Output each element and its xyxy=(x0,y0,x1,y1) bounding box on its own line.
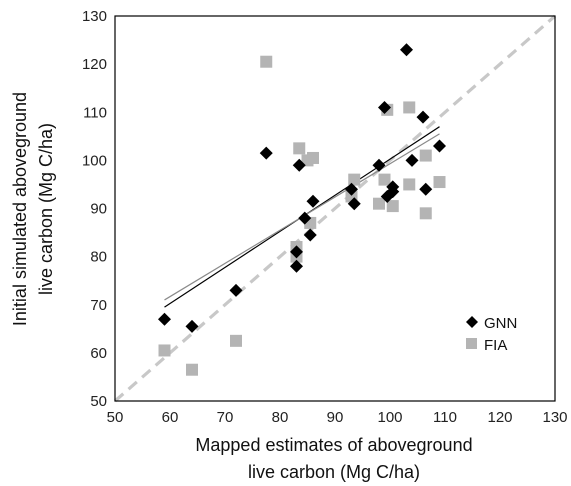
data-point-fia xyxy=(230,334,242,347)
data-point-gnn xyxy=(345,182,358,196)
data-point-fia xyxy=(419,149,432,162)
x-tick-label: 130 xyxy=(542,409,567,426)
data-point-fia xyxy=(378,173,391,186)
data-point-fia xyxy=(260,55,273,68)
data-points-layer xyxy=(158,43,446,376)
data-point-gnn xyxy=(433,139,446,153)
x-tick-label: 80 xyxy=(272,409,289,426)
data-point-fia xyxy=(419,207,432,220)
data-point-fia xyxy=(348,173,361,186)
data-point-gnn xyxy=(298,211,312,225)
y-tick-label: 70 xyxy=(90,297,107,314)
data-point-gnn xyxy=(400,43,413,57)
y-tick-label: 90 xyxy=(90,201,107,218)
data-point-fia xyxy=(403,178,416,191)
y-axis-title-line-2: live carbon (Mg C/ha) xyxy=(36,123,56,295)
data-point-gnn xyxy=(292,158,306,172)
legend-fia-label: FIA xyxy=(484,337,507,354)
x-tick-label: 60 xyxy=(162,409,179,426)
reference-line-layer xyxy=(113,14,557,403)
data-point-fia xyxy=(373,197,385,210)
data-point-gnn xyxy=(405,153,419,167)
legend-gnn-marker xyxy=(466,316,478,328)
x-tick-label: 120 xyxy=(487,409,512,426)
x-tick-label: 90 xyxy=(327,409,344,426)
y-tick-label: 50 xyxy=(90,393,107,410)
data-point-gnn xyxy=(303,228,317,242)
data-point-gnn xyxy=(419,182,433,196)
data-point-fia xyxy=(293,142,306,155)
x-tick-label: 100 xyxy=(377,409,402,426)
data-point-gnn xyxy=(290,245,303,259)
x-tick-label: 50 xyxy=(107,409,124,426)
tick-labels-layer: 50 60 70 80 90 100 110 120 130 50 60 70 80 90 100 110 12… xyxy=(82,8,568,426)
legend-fia-marker xyxy=(466,338,477,349)
y-tick-label: 80 xyxy=(90,249,107,266)
y-tick-label: 130 xyxy=(82,8,107,25)
x-tick-label: 110 xyxy=(433,409,457,426)
data-point-gnn xyxy=(378,100,391,114)
x-axis-title-line-1: Mapped estimates of aboveground xyxy=(195,435,472,455)
data-point-gnn xyxy=(306,194,320,208)
data-point-gnn xyxy=(185,319,199,333)
data-point-gnn xyxy=(372,158,386,172)
y-tick-label: 110 xyxy=(83,104,107,121)
y-tick-label: 120 xyxy=(82,56,107,73)
data-point-gnn xyxy=(416,110,430,124)
data-point-fia xyxy=(386,200,399,213)
reference-line-1to1 xyxy=(113,14,557,403)
data-point-fia xyxy=(158,344,171,357)
data-point-fia xyxy=(403,101,416,114)
data-point-gnn xyxy=(386,180,400,194)
data-point-gnn xyxy=(347,197,361,211)
legend: GNN FIA xyxy=(466,315,517,354)
y-tick-label: 60 xyxy=(90,345,107,362)
data-point-fia xyxy=(186,363,198,376)
x-axis-title-line-2: live carbon (Mg C/ha) xyxy=(248,462,420,482)
plot-area-frame xyxy=(114,15,556,402)
data-point-gnn xyxy=(290,259,303,273)
data-point-fia xyxy=(433,176,446,189)
data-point-fia xyxy=(307,151,319,164)
data-point-gnn xyxy=(259,146,273,160)
x-tick-label: 70 xyxy=(217,409,234,426)
legend-gnn-label: GNN xyxy=(484,315,517,332)
data-point-gnn xyxy=(158,312,171,326)
data-point-gnn xyxy=(229,283,243,297)
y-axis-title-line-1: Initial simulated aboveground xyxy=(10,92,30,326)
y-tick-label: 100 xyxy=(82,152,107,169)
